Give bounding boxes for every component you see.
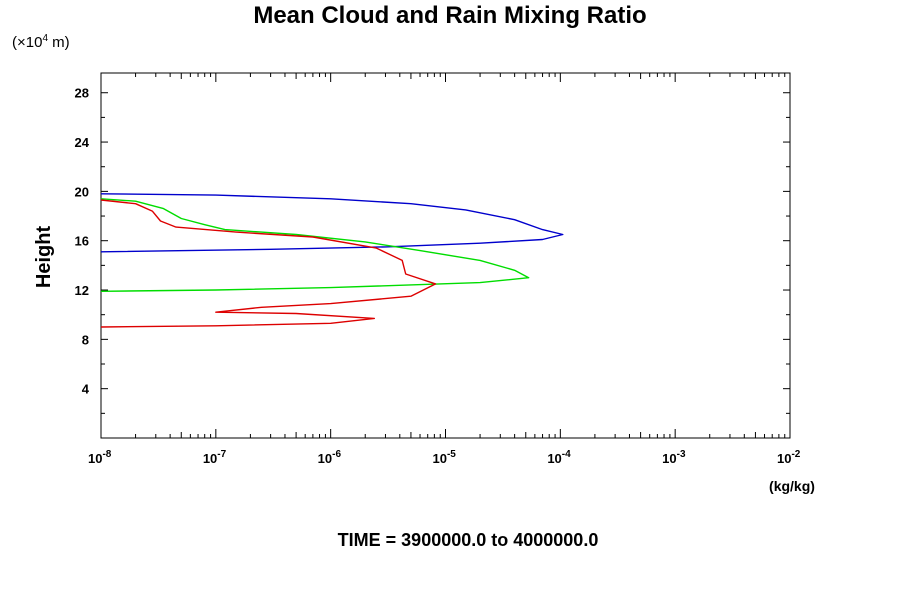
axis-ticks <box>101 73 790 438</box>
y-tick-label: 8 <box>82 332 89 347</box>
x-tick-label: 10-3 <box>662 449 686 466</box>
y-tick-label: 28 <box>75 86 89 101</box>
tick-labels: 4 8 12 16 20 24 28 10-8 10-7 10-6 10-5 10-4 10-3 10-2 <box>75 86 801 466</box>
y-tick-label: 24 <box>75 135 90 150</box>
x-tick-label: 10-2 <box>777 449 801 466</box>
y-tick-label: 12 <box>75 283 89 298</box>
units-exponent: 4 <box>42 33 49 44</box>
units-prefix: (×10 <box>12 34 43 51</box>
x-tick-label: 10-8 <box>88 449 112 466</box>
time-range-label: TIME = 3900000.0 to 4000000.0 <box>337 530 599 550</box>
x-tick-label: 10-4 <box>547 449 571 466</box>
units-suffix: m) <box>48 34 70 51</box>
x-tick-label: 10-6 <box>318 449 342 466</box>
series-line-1 <box>100 193 564 253</box>
y-tick-label: 16 <box>75 234 89 249</box>
series-layer <box>100 193 564 328</box>
x-tick-label: 10-5 <box>433 449 457 466</box>
x-axis-title: (kg/kg) <box>769 478 815 494</box>
y-tick-label: 4 <box>82 382 90 397</box>
y-units-label: (×104 m) <box>12 33 70 51</box>
series-line-2 <box>100 198 530 292</box>
series-line-3 <box>100 199 437 328</box>
x-tick-label: 10-7 <box>203 449 227 466</box>
y-axis-title: Height <box>33 226 55 289</box>
plot-frame <box>100 72 791 439</box>
y-tick-label: 20 <box>75 184 89 199</box>
chart-title: Mean Cloud and Rain Mixing Ratio <box>253 2 647 29</box>
